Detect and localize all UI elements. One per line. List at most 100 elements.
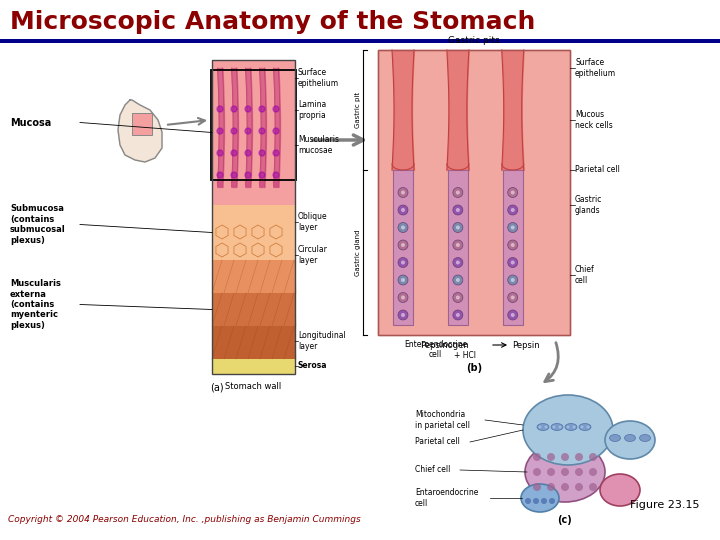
Circle shape [245,128,251,134]
Ellipse shape [639,435,650,442]
Circle shape [231,172,237,178]
Circle shape [453,240,463,250]
Text: Pepsin: Pepsin [512,341,539,349]
Circle shape [552,426,556,429]
Text: Mucous
neck cells: Mucous neck cells [575,110,613,130]
Text: Oblique
layer: Oblique layer [298,212,328,232]
Text: Gastric pits: Gastric pits [448,36,500,45]
Circle shape [547,468,555,476]
Circle shape [575,468,583,476]
Text: Entaroendocrine
cell: Entaroendocrine cell [415,488,478,508]
Text: Pepsinogen: Pepsinogen [420,341,469,349]
Bar [0,0,720,40]
Text: Chief
cell: Chief cell [575,265,595,285]
Circle shape [398,187,408,198]
Circle shape [533,498,539,504]
Circle shape [231,150,237,156]
Circle shape [217,150,223,156]
Circle shape [510,226,515,230]
Circle shape [231,106,237,112]
Circle shape [217,128,223,134]
Circle shape [580,426,583,429]
Circle shape [508,240,518,250]
Bar [503,170,523,325]
Circle shape [587,426,590,429]
Circle shape [217,106,223,112]
Ellipse shape [565,423,577,430]
Ellipse shape [600,474,640,506]
Text: Submucosa
(contains
submucosal
plexus): Submucosa (contains submucosal plexus) [10,205,66,245]
Text: Serosa: Serosa [298,361,328,370]
Circle shape [575,483,583,491]
Circle shape [508,310,518,320]
Circle shape [456,208,460,212]
Bar [378,50,570,335]
Ellipse shape [521,484,559,512]
Circle shape [456,191,460,194]
Circle shape [533,483,541,491]
Ellipse shape [579,423,591,430]
Circle shape [510,313,515,317]
Circle shape [547,453,555,461]
Text: Parietal cell: Parietal cell [415,437,460,447]
Circle shape [549,498,555,504]
Ellipse shape [523,395,613,465]
Circle shape [453,275,463,285]
Circle shape [541,498,547,504]
Circle shape [401,191,405,194]
Text: (c): (c) [557,515,572,525]
Bar [212,326,295,359]
Circle shape [401,260,405,265]
Circle shape [561,483,569,491]
Circle shape [510,295,515,300]
Circle shape [453,310,463,320]
Circle shape [456,243,460,247]
Text: Surface
epithelium: Surface epithelium [575,58,616,78]
Circle shape [510,278,515,282]
Circle shape [539,426,541,429]
Circle shape [456,226,460,230]
Text: Microscopic Anatomy of the Stomach: Microscopic Anatomy of the Stomach [10,10,536,34]
Text: + HCl: + HCl [454,350,476,360]
Polygon shape [274,182,279,187]
Circle shape [245,106,251,112]
Polygon shape [246,182,251,187]
Text: Chief cell: Chief cell [415,465,451,475]
Text: Surface
epithelium: Surface epithelium [298,68,339,87]
Circle shape [273,106,279,112]
Text: Enteroendocrine
cell: Enteroendocrine cell [404,340,467,360]
Bar [212,293,295,326]
Ellipse shape [551,423,563,430]
Text: Mucosa: Mucosa [10,118,51,127]
Circle shape [398,275,408,285]
Text: Muscularis
externa
(contains
myenteric
plexus): Muscularis externa (contains myenteric p… [10,279,61,330]
Bar [212,260,295,293]
Text: Gastric pit: Gastric pit [355,92,361,128]
Circle shape [561,453,569,461]
Polygon shape [217,182,222,187]
Circle shape [510,243,515,247]
Text: Stomach wall: Stomach wall [225,382,282,391]
Polygon shape [118,100,162,162]
Circle shape [575,453,583,461]
Circle shape [398,258,408,267]
Circle shape [525,498,531,504]
Bar [448,170,468,325]
Text: Lamina
propria: Lamina propria [298,100,326,120]
Circle shape [273,128,279,134]
Text: (b): (b) [466,363,482,373]
Bar [393,170,413,325]
Bar [212,60,295,205]
Circle shape [456,295,460,300]
Circle shape [398,310,408,320]
Circle shape [559,426,562,429]
Circle shape [231,128,237,134]
Circle shape [533,453,541,461]
Circle shape [453,222,463,233]
Circle shape [589,483,597,491]
Circle shape [453,205,463,215]
Circle shape [508,275,518,285]
Circle shape [398,205,408,215]
Circle shape [401,226,405,230]
Circle shape [401,278,405,282]
